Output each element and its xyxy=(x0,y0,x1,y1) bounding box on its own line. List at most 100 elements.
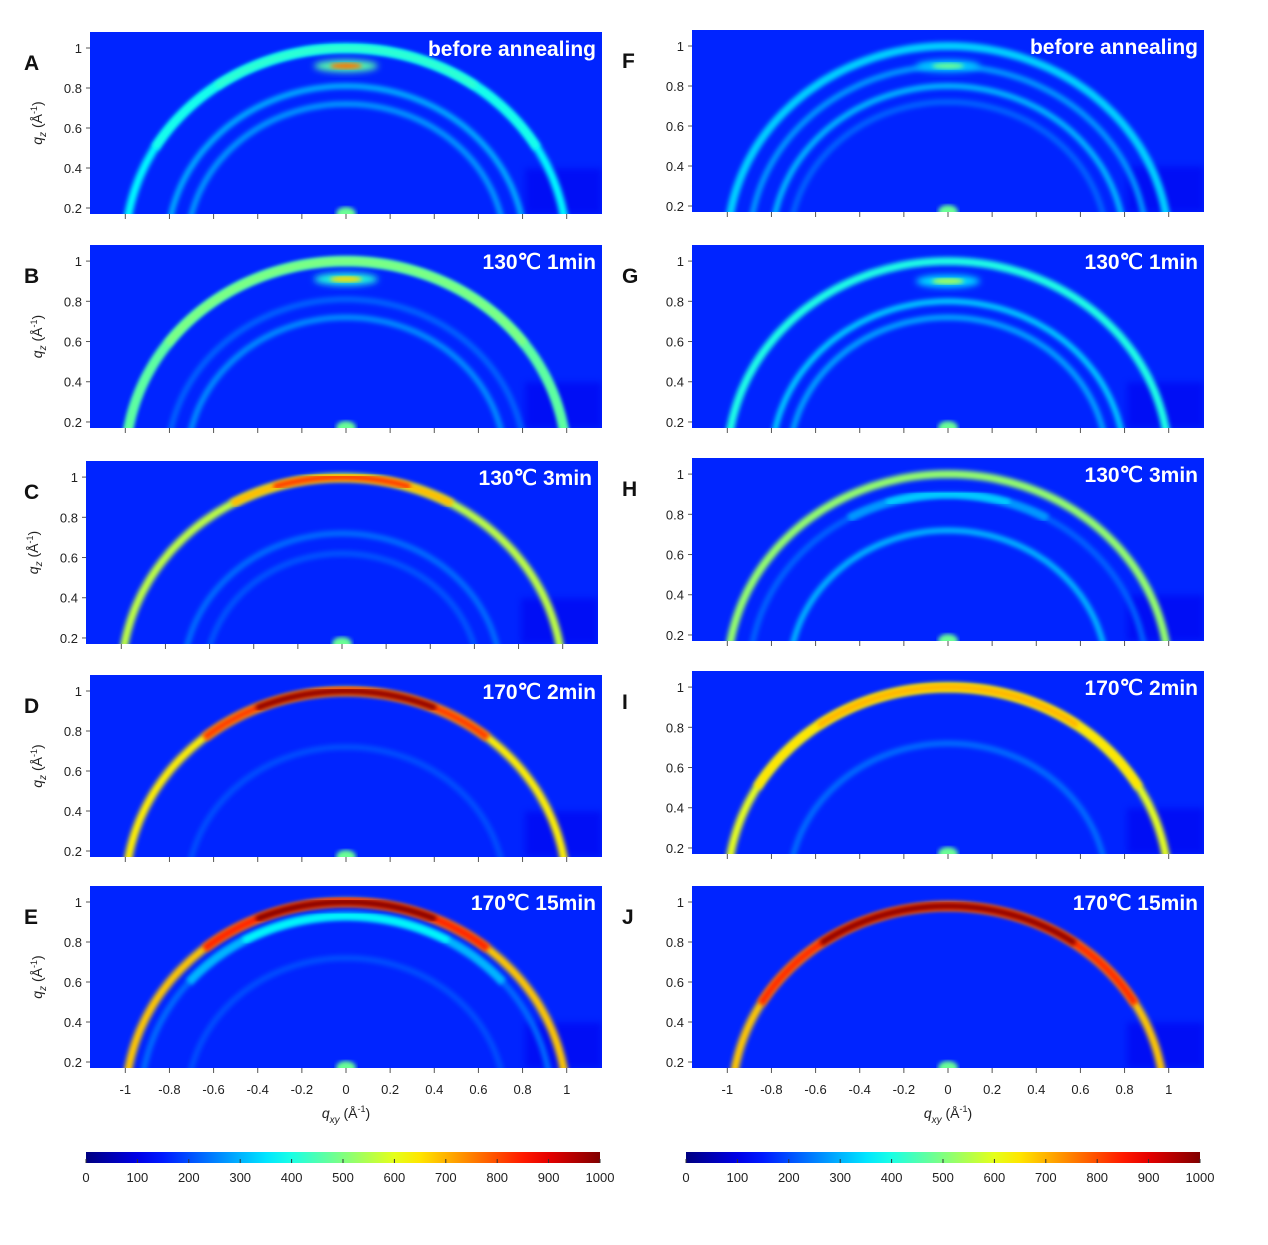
panel-title: 130℃ 3min xyxy=(479,467,592,490)
x-tick-label: 0.4 xyxy=(425,1082,443,1097)
y-tick-label: 0.8 xyxy=(666,720,684,735)
scattering-image xyxy=(692,671,1204,854)
y-tick-label: 0.2 xyxy=(64,415,82,430)
y-tick-label: 0.4 xyxy=(666,159,684,174)
diffraction-ring xyxy=(726,257,1170,428)
x-tick-label: 0.4 xyxy=(1027,1082,1045,1097)
colorbar-tick-label: 100 xyxy=(127,1170,149,1185)
y-tick-label: 0.8 xyxy=(666,507,684,522)
colorbar-gradient xyxy=(686,1152,1200,1163)
y-axis: 0.2 0.4 0.6 0.8 1 xyxy=(60,470,86,646)
beam-spot xyxy=(938,420,958,428)
scattering-image xyxy=(86,461,598,644)
y-tick-label: 0.2 xyxy=(60,631,78,646)
y-tick-label: 0.8 xyxy=(60,510,78,525)
y-tick-label: 1 xyxy=(71,470,78,485)
x-tick-label: -0.6 xyxy=(804,1082,826,1097)
beam-spot xyxy=(336,850,356,857)
x-tick-label: -1 xyxy=(722,1082,734,1097)
colorbar-tick-label: 600 xyxy=(984,1170,1006,1185)
y-tick-label: 0.6 xyxy=(64,975,82,990)
ring-top-peak xyxy=(816,684,1080,729)
colorbar-tick-label: 400 xyxy=(881,1170,903,1185)
panel-e: 0.2 0.4 0.6 0.8 1 qz (Å-1) -1 -0.8 -0.6 -0.4 -0.2 0… xyxy=(24,886,602,1126)
x-tick-label: 1 xyxy=(563,1082,570,1097)
x-axis xyxy=(124,857,568,862)
colorbar-tick-label: 200 xyxy=(178,1170,200,1185)
panel-letter: H xyxy=(622,478,637,501)
y-axis: 0.2 0.4 0.6 0.8 1 xyxy=(64,684,90,859)
y-tick-label: 0.2 xyxy=(666,628,684,643)
beam-spot xyxy=(938,633,958,641)
y-tick-label: 0.6 xyxy=(666,548,684,563)
panel-letter: F xyxy=(622,50,635,73)
diffraction-ring xyxy=(772,82,1124,212)
panel-letter: G xyxy=(622,265,638,288)
colorbar-tick-label: 0 xyxy=(82,1170,89,1185)
panel-g: 0.2 0.4 0.6 0.8 1 G 130℃ 1min xyxy=(622,245,1204,433)
y-axis-label: qz (Å-1) xyxy=(29,315,49,358)
y-axis: 0.2 0.4 0.6 0.8 1 xyxy=(64,254,90,430)
panel-letter: B xyxy=(24,265,39,288)
x-axis: -1 -0.8 -0.6 -0.4 -0.2 0 0.2 0.4 0.6 0.8 1 xyxy=(722,1068,1172,1097)
beam-spot xyxy=(938,1061,958,1068)
colorbar-right: 0 100 200 300 400 500 600 700 800 900 1000 xyxy=(682,1152,1214,1185)
y-tick-label: 0.4 xyxy=(666,1015,684,1030)
y-tick-label: 0.4 xyxy=(64,804,82,819)
panel-letter: I xyxy=(622,691,628,714)
panel-letter: C xyxy=(24,481,39,504)
beam-spot xyxy=(938,846,958,854)
y-axis-label: qz (Å-1) xyxy=(29,744,49,787)
x-tick-label: -1 xyxy=(120,1082,132,1097)
panel-letter: J xyxy=(622,906,634,929)
panel-title: 170℃ 15min xyxy=(1073,892,1198,915)
y-tick-label: 0.8 xyxy=(64,724,82,739)
diffraction-spot-core xyxy=(932,63,964,69)
y-tick-label: 0.8 xyxy=(64,935,82,950)
diffraction-ring xyxy=(188,954,504,1068)
diffraction-ring xyxy=(184,530,500,644)
y-tick-label: 0.4 xyxy=(666,588,684,603)
diffraction-ring xyxy=(726,41,1170,212)
scattering-image xyxy=(90,245,602,428)
ring-top-peak xyxy=(272,474,412,490)
colorbar-tick-label: 700 xyxy=(1035,1170,1057,1185)
diffraction-ring xyxy=(790,98,1106,212)
y-tick-label: 0.4 xyxy=(666,801,684,816)
x-tick-label: 0.6 xyxy=(1071,1082,1089,1097)
colorbar-tick-label: 300 xyxy=(229,1170,251,1185)
diffraction-ring xyxy=(790,527,1106,641)
x-axis xyxy=(726,854,1170,859)
x-axis-label: qxy (Å-1) xyxy=(322,1104,370,1126)
x-tick-label: -0.6 xyxy=(202,1082,224,1097)
x-tick-label: 0.2 xyxy=(381,1082,399,1097)
colorbar-tick-label: 1000 xyxy=(1186,1170,1215,1185)
panel-i: 0.2 0.4 0.6 0.8 1 I 170℃ 2min xyxy=(622,671,1204,859)
panel-title: before annealing xyxy=(1030,36,1198,59)
beam-spot xyxy=(336,1061,356,1068)
ring-top-peak xyxy=(214,45,478,89)
y-tick-label: 0.2 xyxy=(666,415,684,430)
ring-top-peak xyxy=(165,258,527,346)
colorbar-tick-label: 700 xyxy=(435,1170,457,1185)
y-tick-label: 0.8 xyxy=(666,79,684,94)
diffraction-ring xyxy=(188,100,504,214)
y-axis: 0.2 0.4 0.6 0.8 1 xyxy=(64,41,90,216)
y-tick-label: 0.2 xyxy=(666,199,684,214)
beam-spot xyxy=(938,205,958,212)
y-tick-label: 0.8 xyxy=(64,81,82,96)
scattering-image xyxy=(692,30,1204,212)
beam-spot xyxy=(336,207,356,214)
colorbar-tick-label: 800 xyxy=(486,1170,508,1185)
x-axis xyxy=(120,644,564,649)
ring-top-peak xyxy=(255,899,437,923)
panel-title: 130℃ 1min xyxy=(483,251,596,274)
y-tick-label: 0.4 xyxy=(60,591,78,606)
scattering-image xyxy=(90,675,602,857)
y-tick-label: 0.4 xyxy=(64,375,82,390)
colorbar-tick-label: 500 xyxy=(932,1170,954,1185)
y-tick-label: 1 xyxy=(677,39,684,54)
y-tick-label: 0.4 xyxy=(64,161,82,176)
